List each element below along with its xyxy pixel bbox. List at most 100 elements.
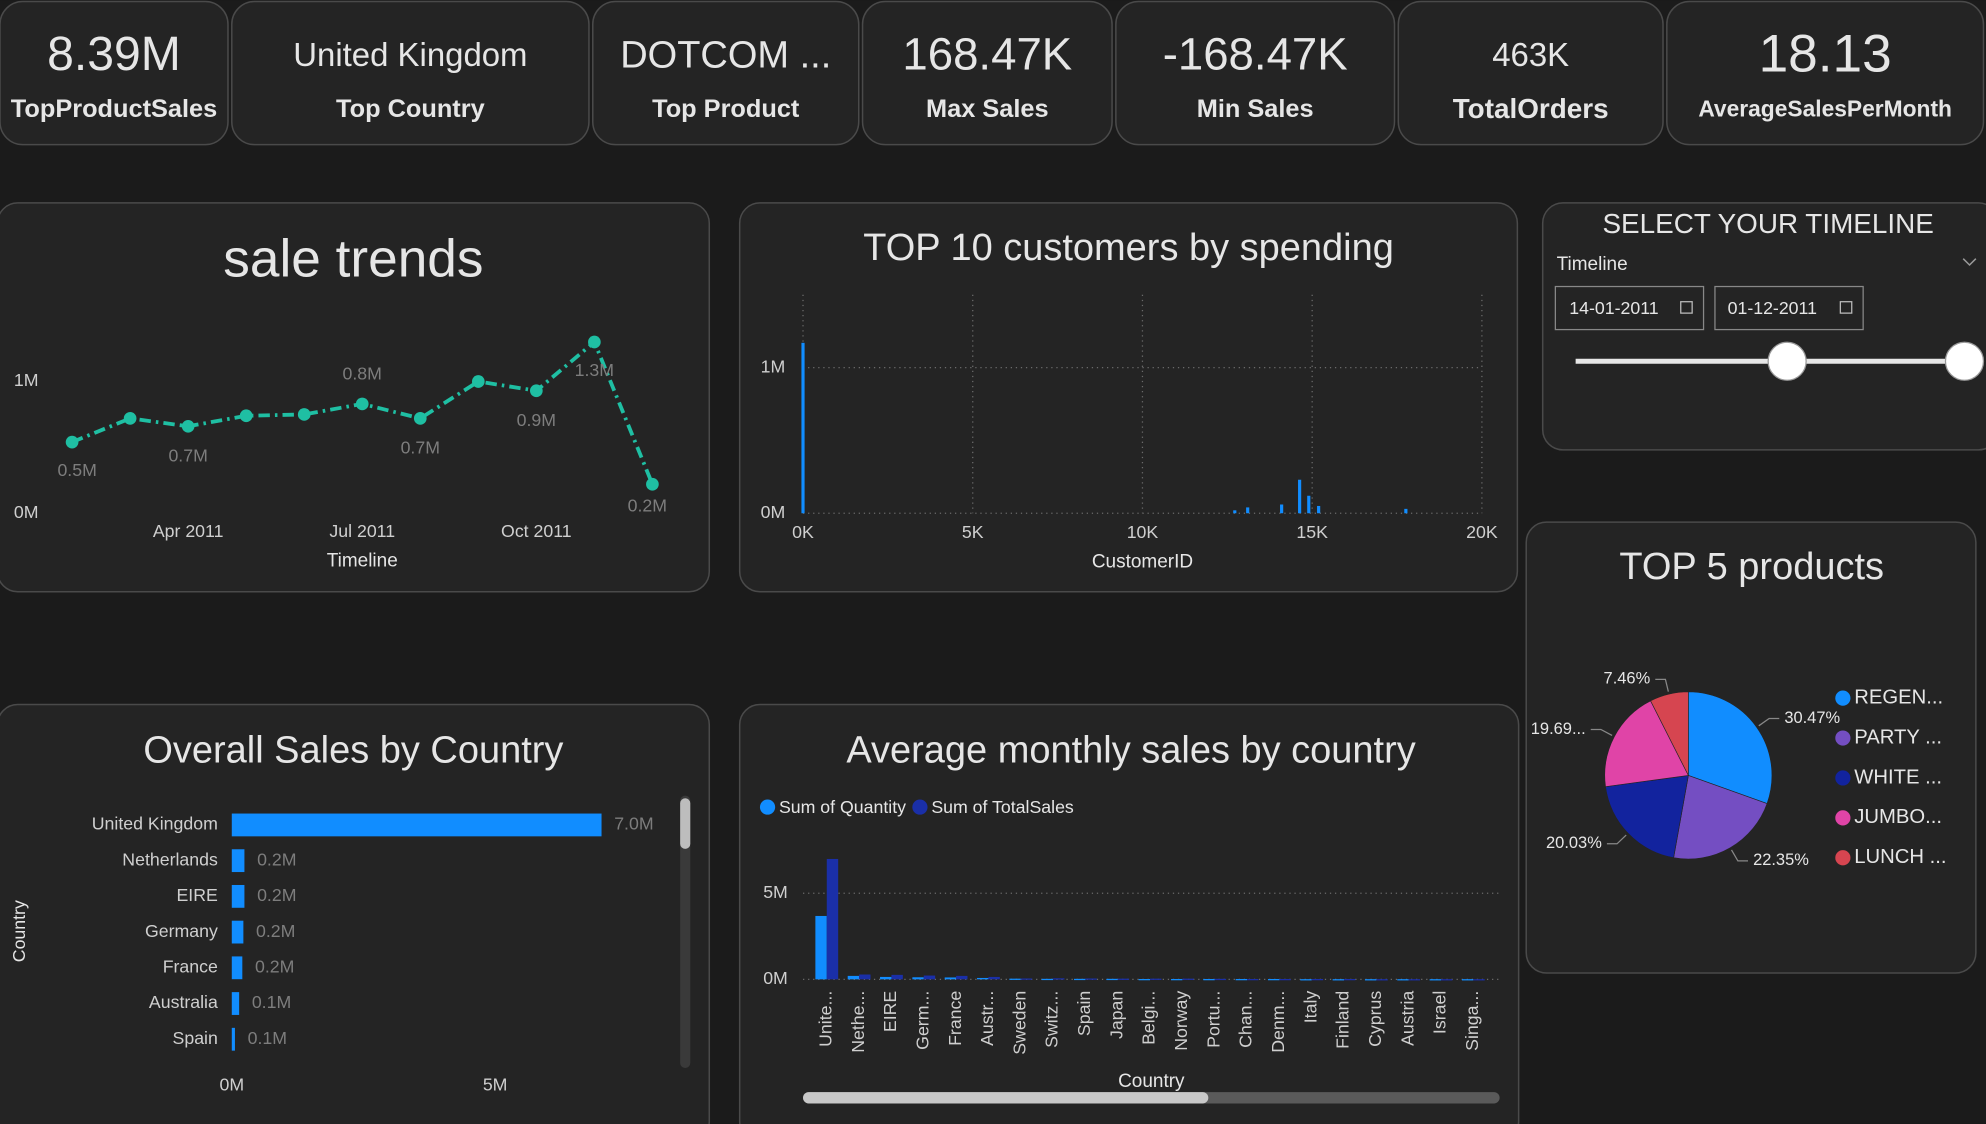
axis-title: CustomerID [1092,552,1193,573]
x-tick-label: Switz... [1042,991,1062,1048]
x-tick-label: Nethe... [848,991,868,1053]
bar [891,974,903,980]
bar [1247,978,1259,981]
x-tick-label: 0M [219,1074,244,1094]
data-label: 7.0M [614,814,653,834]
date-input[interactable] [1714,285,1864,331]
x-tick-label: 10K [1127,522,1159,542]
bar [1298,479,1302,514]
leader-line [1590,728,1613,736]
bar [1279,978,1291,981]
panel [738,703,1520,1124]
bar [1300,979,1312,981]
x-tick-label: Singa... [1462,991,1482,1051]
legend-label: Sum of Quantity [779,797,906,817]
chart-title: TOP 5 products [1619,546,1884,588]
slider-handle[interactable] [1944,341,1985,381]
bar [1182,978,1194,980]
data-label: 0.2M [628,496,667,516]
pie-slice [1673,774,1768,860]
bar [1053,978,1065,980]
kpi-label: Top Country [336,95,485,123]
bar [988,976,1000,980]
bar [1203,978,1215,981]
y-tick-label: 0M [761,502,786,522]
kpi-value: 8.39M [47,27,181,81]
y-tick-label: Spain [173,1028,218,1048]
chart-title: sale trends [223,230,483,289]
data-label: 0.2M [255,957,294,977]
data-label: 22.35% [1753,851,1809,869]
data-label: 1.3M [575,360,614,380]
chevron[interactable] [1962,258,1977,267]
slicer-panel [1541,202,1986,451]
bar [1461,979,1474,981]
bar [1074,978,1086,981]
bar [1020,978,1033,980]
point [530,384,543,398]
x-tick-label: Japan [1106,991,1126,1039]
x-tick-label: 0K [792,522,814,542]
point [355,397,369,411]
y-tick-label: 5M [763,882,788,902]
kpi-card [0,0,229,146]
bar [977,977,989,980]
scrollbar-thumb[interactable] [680,798,691,849]
x-tick-label: Spain [1074,991,1094,1036]
kpi-row: 8.39M TopProductSales United Kingdom Top Co… [0,0,1985,146]
x-tick-label: Austr... [977,991,997,1046]
bar [1267,978,1280,981]
slider-handle[interactable] [1767,341,1807,381]
kpi-label: Max Sales [926,95,1048,123]
axis-title: Timeline [327,550,398,571]
kpi-card [1115,0,1396,146]
kpi-value: 18.13 [1759,24,1892,83]
date-input[interactable] [1554,285,1705,331]
point [65,435,79,449]
y-tick-label: 0M [14,502,39,522]
point [123,412,137,425]
x-tick-label: 15K [1296,522,1328,542]
bar [1473,979,1485,981]
data-label: 0.2M [257,885,296,905]
bar [1009,978,1021,980]
x-tick-label: Apr 2011 [153,521,224,541]
bar [1170,978,1183,981]
x-tick-label: Cyprus [1365,991,1385,1047]
bar [1246,507,1250,514]
pie-slice [1650,691,1689,776]
x-tick-label: Belgi... [1139,991,1159,1045]
bar [1317,505,1321,514]
scrollbar[interactable] [680,795,691,1068]
bar [231,992,240,1015]
bar [1408,979,1421,981]
legend-swatch [1835,690,1851,706]
y-tick-label: 1M [761,356,786,376]
legend-label: WHITE ... [1854,766,1942,788]
x-tick-label: Germ... [912,991,932,1050]
end-date: 01-12-2011 [1728,298,1817,318]
chart-title: TOP 10 customers by spending [863,227,1394,269]
kpi-label: AverageSalesPerMonth [1698,95,1952,121]
bar [1117,978,1130,980]
data-label: 0.9M [517,410,556,430]
kpi-label: TotalOrders [1453,93,1609,124]
data-label: 0.1M [248,1028,287,1048]
kpi-label: Min Sales [1197,95,1314,123]
x-tick-label: Austria [1397,991,1417,1046]
legend-label: PARTY ... [1854,726,1942,748]
bar [847,975,860,980]
bar [815,915,827,980]
bar [231,956,243,980]
data-label: 7.46% [1604,670,1651,688]
legend-swatch [1835,850,1851,866]
y-tick-label: United Kingdom [92,814,218,834]
data-label: 0.1M [252,992,291,1012]
panel [0,202,711,593]
kpi-label: TopProductSales [11,95,217,123]
bar [231,1027,235,1051]
bar [1085,978,1097,980]
scrollbar-thumb[interactable] [803,1092,1209,1104]
bar [826,858,839,980]
